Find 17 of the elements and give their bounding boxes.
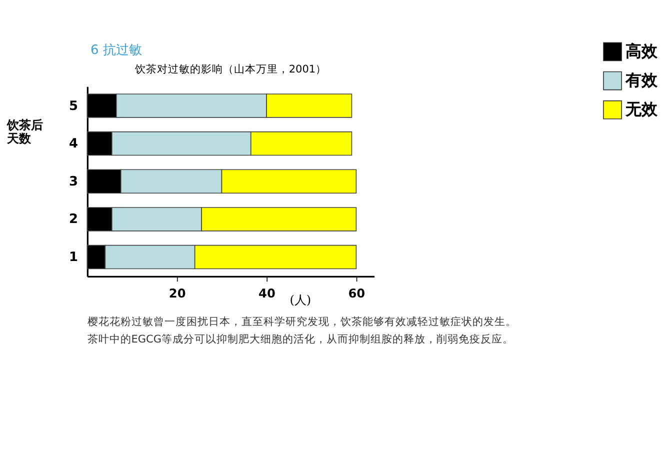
legend-label: 高效: [625, 42, 658, 61]
x-tick-label: 40: [258, 286, 276, 301]
x-axis-title: (人): [290, 293, 312, 308]
y-tick-label: 5: [68, 98, 78, 114]
y-tick-label: 3: [68, 174, 78, 190]
y-tick-label: 4: [68, 136, 78, 152]
y-tick-label: 2: [68, 212, 78, 228]
y-axis-title: 饮茶后天数: [6, 118, 43, 146]
text: 樱花花粉过敏曾一度困扰日本，直至科学研究发现，饮茶能够有效减轻过敏症状的发生。: [87, 314, 516, 328]
y-tick-label: 1: [68, 250, 78, 266]
legend-label: 有效: [624, 70, 658, 90]
legend-label: 无效: [624, 100, 658, 119]
x-tick-label: 20: [168, 286, 186, 301]
chart-title: 6 抗过敏: [90, 43, 142, 58]
text: 茶叶中的EGCG等成分可以抑制肥大细胞的活化，从而抑制组胺的释放，削弱免疫反应。: [87, 332, 514, 346]
chart-subtitle: 饮茶对过敏的影响（山本万里，2001）: [134, 62, 327, 76]
x-tick-label: 60: [348, 286, 366, 301]
